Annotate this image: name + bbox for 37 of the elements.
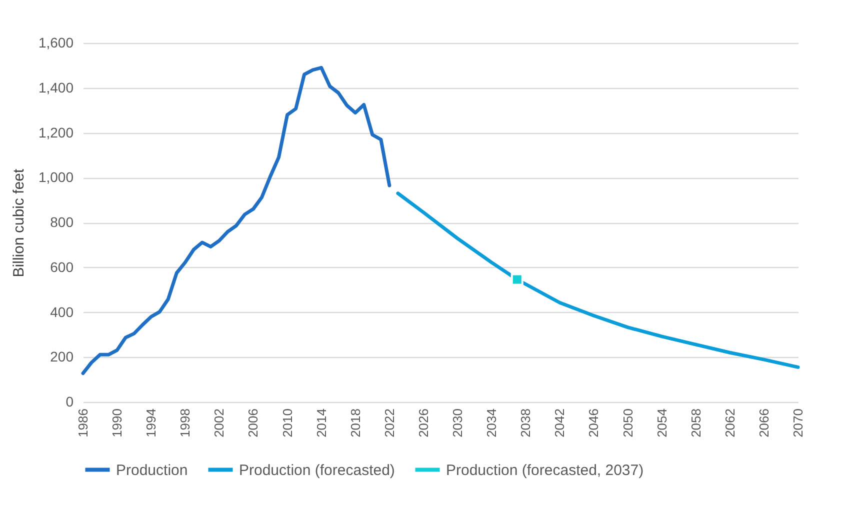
x-tick-label: 2054: [654, 408, 670, 438]
x-tick-label: 2030: [450, 408, 466, 438]
x-tick-label: 2070: [790, 408, 806, 438]
y-tick-label: 1,000: [38, 169, 74, 186]
x-tick-label: 2022: [382, 408, 397, 438]
y-tick-label: 1,400: [38, 79, 74, 96]
x-tick-label: 2050: [620, 408, 636, 438]
x-tick-label: 2006: [246, 408, 261, 438]
y-tick-label: 400: [50, 304, 74, 320]
x-tick-label: 1990: [110, 408, 125, 438]
x-tick-label: 2002: [212, 408, 227, 438]
x-tick-label: 1998: [178, 408, 193, 438]
x-tick-label: 1994: [144, 408, 159, 438]
y-tick-label: 1,200: [38, 124, 74, 140]
x-tick-label: 2042: [552, 408, 568, 438]
y-tick-label: 0: [66, 394, 74, 410]
x-tick-label: 2038: [518, 408, 534, 438]
legend-label: Production: [116, 462, 188, 479]
x-tick-label: 2058: [688, 408, 704, 438]
x-tick-label: 2026: [416, 408, 431, 438]
x-tick-label: 2066: [756, 408, 772, 438]
x-tick-label: 2034: [484, 408, 500, 438]
y-axis-title: Billion cubic feet: [10, 168, 28, 278]
y-tick-label: 200: [50, 348, 74, 365]
line-series: [81, 66, 392, 376]
y-tick-label: 800: [50, 214, 74, 230]
legend-label: Production (forecasted): [239, 462, 395, 479]
x-tick-label: 2014: [314, 408, 329, 438]
line-series: [396, 192, 800, 369]
x-tick-label: 2018: [348, 408, 363, 438]
x-tick-label: 1986: [76, 408, 90, 438]
x-tick-label: 2010: [280, 408, 295, 438]
legend-label: Production (forecasted, 2037): [446, 462, 644, 479]
y-tick-label: 600: [50, 258, 74, 275]
x-tick-label: 2046: [586, 408, 602, 438]
x-tick-label: 2062: [722, 408, 738, 438]
y-tick-label: 1,600: [38, 34, 74, 50]
